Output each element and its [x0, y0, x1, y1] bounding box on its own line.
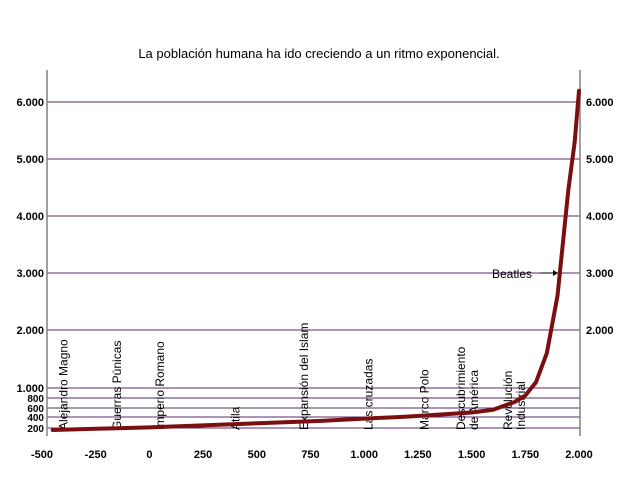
x-tick-label: 250	[194, 449, 212, 461]
y-tick-label-left: 400	[27, 413, 44, 424]
axes	[46, 70, 581, 436]
y-tick-label-left: 5.000	[16, 154, 44, 166]
y-tick-label-left: 6.000	[16, 97, 44, 109]
x-tick-label: 750	[301, 449, 319, 461]
y-tick-label-right: 5.000	[586, 154, 614, 166]
event-annotations: Imperio Romano Atila Expansión del Islam La…	[56, 323, 528, 430]
callout-arrow-head	[553, 270, 558, 276]
y-tick-label-right: 4.000	[586, 211, 614, 223]
y-tick-label-right: 6.000	[586, 97, 614, 109]
event-label: Atila	[228, 406, 242, 430]
event-label: Descubrimiento	[454, 346, 468, 430]
event-label: Marco Polo	[417, 369, 431, 430]
beatles-callout: Beatles	[492, 267, 558, 281]
x-tick-label: 1.000	[350, 449, 378, 461]
event-label: de América	[467, 370, 481, 430]
x-tick-label: 0	[146, 449, 152, 461]
x-tick-label: 1.500	[458, 449, 486, 461]
y-tick-label-right: 3.000	[586, 268, 614, 280]
y-tick-label-left: 800	[27, 394, 44, 405]
x-tick-label: 2.000	[565, 449, 593, 461]
callout-label: Beatles	[492, 267, 532, 281]
event-label: Guerras Púnicas	[110, 341, 124, 430]
y-tick-label-left: 1.000	[16, 383, 44, 395]
y-tick-label-left: 2.000	[16, 325, 44, 337]
grid-lines	[47, 101, 580, 429]
event-label: Imperio Romano	[153, 341, 167, 430]
x-tick-label: -500	[31, 449, 53, 461]
x-tick-label: 1.750	[512, 449, 540, 461]
y-tick-label-right: 2.000	[586, 325, 614, 337]
x-tick-label: -250	[85, 449, 107, 461]
y-tick-labels: 6.000 6.000 5.000 5.000 4.000 4.000 3.000 3.000…	[16, 97, 613, 435]
x-tick-label: 500	[248, 449, 266, 461]
x-tick-label: 1.250	[404, 449, 432, 461]
y-tick-label-left: 200	[27, 424, 44, 435]
event-label: Las cruzadas	[361, 359, 375, 430]
y-tick-label-left: 3.000	[16, 268, 44, 280]
y-tick-label-left: 4.000	[16, 211, 44, 223]
event-label: Industrial	[514, 381, 528, 430]
event-label: Alejandro Magno	[56, 339, 70, 430]
chart-title: La población humana ha ido creciendo a u…	[138, 46, 499, 61]
y-tick-label-left: 600	[27, 404, 44, 415]
event-label: Expansión del Islam	[297, 323, 311, 430]
event-label: Revolución	[501, 371, 515, 430]
population-curve	[50, 88, 581, 432]
x-tick-labels: -500 -250 0 250 500 750 1.000 1.250 1.500 1.750 2.…	[31, 449, 593, 461]
